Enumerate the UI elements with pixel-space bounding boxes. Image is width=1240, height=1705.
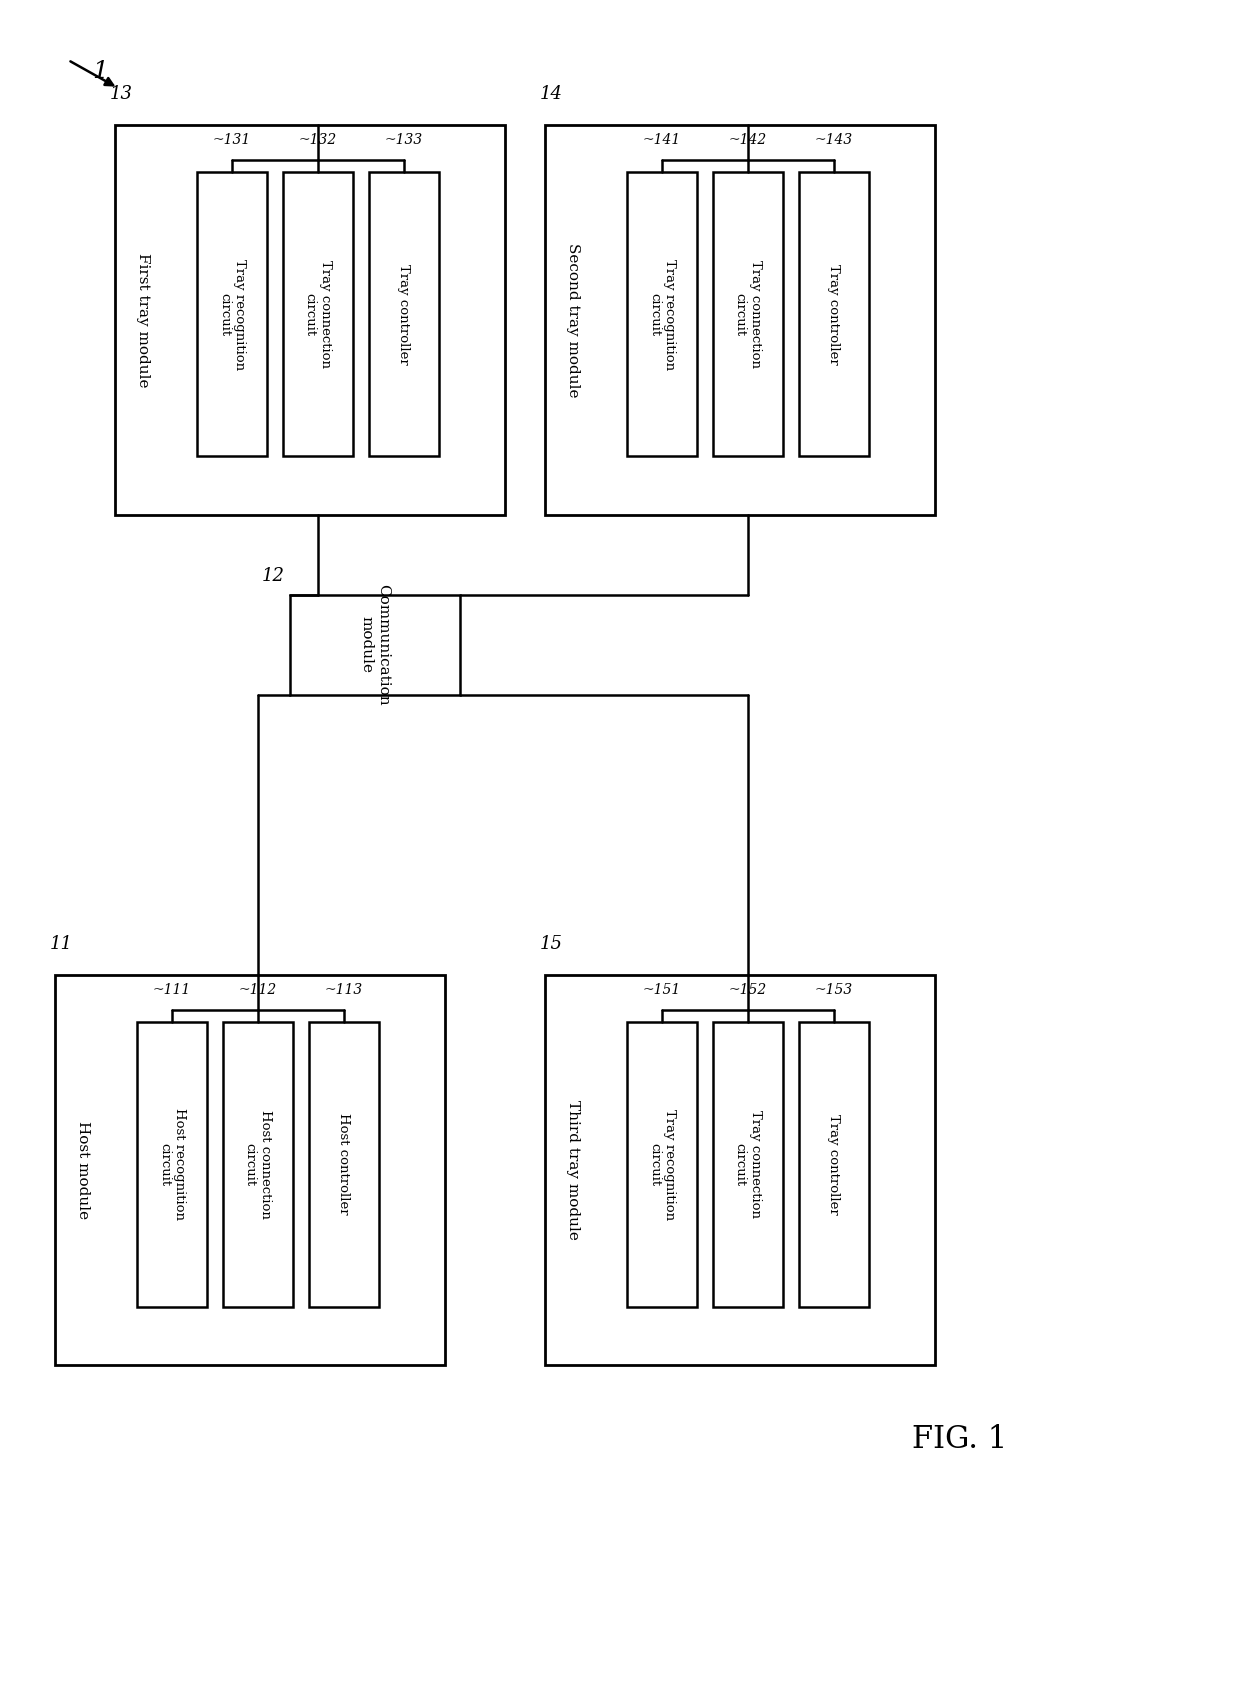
- Text: 15: 15: [539, 934, 563, 953]
- Text: Second tray module: Second tray module: [565, 242, 580, 397]
- Bar: [290, 595, 460, 696]
- Bar: [115, 124, 505, 515]
- Text: FIG. 1: FIG. 1: [913, 1424, 1008, 1456]
- Text: ~153: ~153: [815, 984, 853, 997]
- Bar: [546, 124, 935, 515]
- Text: Tray controller: Tray controller: [827, 1113, 841, 1214]
- Text: 12: 12: [262, 568, 285, 585]
- Bar: [799, 172, 869, 457]
- Text: 1: 1: [92, 60, 108, 84]
- Text: Communication
module: Communication module: [360, 585, 391, 706]
- Text: ~133: ~133: [384, 133, 423, 147]
- Text: Tray connection
circuit: Tray connection circuit: [734, 1110, 761, 1217]
- Bar: [368, 172, 439, 457]
- Text: Tray connection
circuit: Tray connection circuit: [734, 261, 761, 368]
- Bar: [136, 1021, 207, 1306]
- Text: Host module: Host module: [76, 1120, 91, 1219]
- Text: 14: 14: [539, 85, 563, 102]
- Text: Third tray module: Third tray module: [565, 1100, 580, 1240]
- Bar: [627, 172, 697, 457]
- Text: ~143: ~143: [815, 133, 853, 147]
- Text: Host controller: Host controller: [337, 1113, 350, 1216]
- Text: Host recognition
circuit: Host recognition circuit: [157, 1108, 186, 1221]
- Text: Tray recognition
circuit: Tray recognition circuit: [649, 259, 676, 370]
- Bar: [713, 172, 782, 457]
- Bar: [713, 1021, 782, 1306]
- Bar: [197, 172, 267, 457]
- Text: ~111: ~111: [153, 984, 191, 997]
- Text: ~113: ~113: [325, 984, 363, 997]
- Bar: [546, 975, 935, 1366]
- Text: Tray connection
circuit: Tray connection circuit: [304, 261, 332, 368]
- Text: Tray controller: Tray controller: [397, 264, 410, 365]
- Text: Tray recognition
circuit: Tray recognition circuit: [649, 1108, 676, 1219]
- Bar: [309, 1021, 378, 1306]
- Text: ~142: ~142: [729, 133, 766, 147]
- Text: ~131: ~131: [213, 133, 252, 147]
- Text: Tray controller: Tray controller: [827, 264, 841, 365]
- Bar: [627, 1021, 697, 1306]
- Text: ~152: ~152: [729, 984, 766, 997]
- Text: ~151: ~151: [642, 984, 681, 997]
- Bar: [55, 975, 445, 1366]
- Text: ~112: ~112: [238, 984, 277, 997]
- Text: 13: 13: [110, 85, 133, 102]
- Text: First tray module: First tray module: [136, 252, 150, 387]
- Text: ~132: ~132: [299, 133, 337, 147]
- Text: 11: 11: [50, 934, 73, 953]
- Bar: [283, 172, 353, 457]
- Text: Tray recognition
circuit: Tray recognition circuit: [218, 259, 246, 370]
- Bar: [799, 1021, 869, 1306]
- Text: Host connection
circuit: Host connection circuit: [244, 1110, 272, 1219]
- Text: ~141: ~141: [642, 133, 681, 147]
- Bar: [223, 1021, 293, 1306]
